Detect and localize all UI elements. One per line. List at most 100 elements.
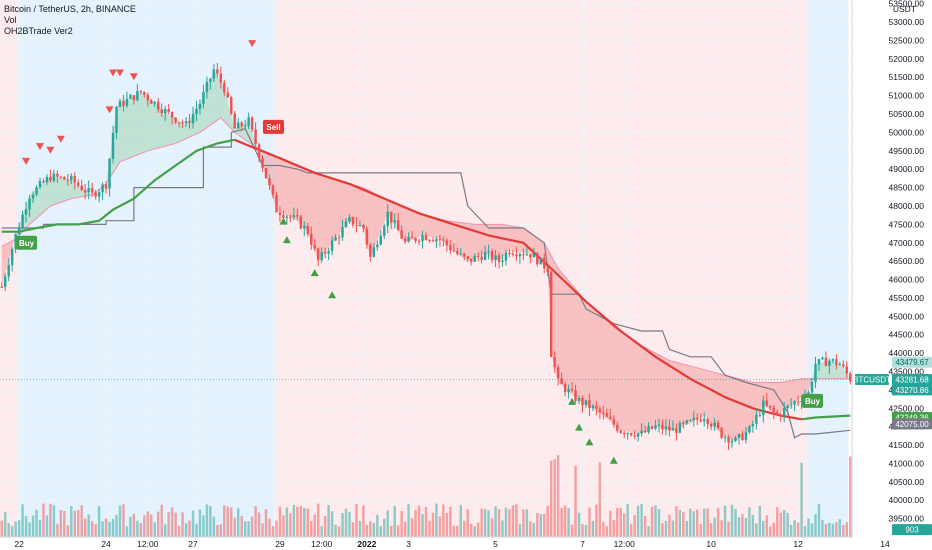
cloud-segment: [669, 360, 673, 431]
chart-legend: Bitcoin / TetherUS, 2h, BINANCE Vol OH2B…: [4, 4, 136, 37]
cloud-segment: [335, 180, 340, 239]
cloud-segment: [808, 378, 813, 394]
volume-bar: [800, 462, 803, 537]
volume-bar: [181, 512, 184, 537]
cloud-segment: [718, 373, 722, 435]
candle-body: [511, 254, 515, 256]
cloud-segment: [818, 362, 823, 379]
cloud-segment: [429, 216, 433, 238]
volume-bar: [369, 521, 372, 537]
legend-indicator[interactable]: OH2BTrade Ver2: [4, 26, 73, 36]
cloud-segment: [832, 361, 837, 379]
cloud-segment: [714, 372, 719, 431]
cloud-segment: [297, 165, 301, 225]
volume-bar: [567, 508, 570, 537]
volume-bar: [786, 512, 789, 537]
candle-body: [396, 220, 400, 231]
cloud-segment: [624, 334, 628, 432]
cloud-segment: [57, 177, 61, 204]
legend-volume[interactable]: Vol: [4, 15, 17, 25]
price-tag-text: 43270.86: [895, 386, 929, 395]
volume-bar: [414, 509, 417, 537]
cloud-segment: [415, 211, 420, 239]
candle-body: [344, 221, 348, 228]
candle-body: [7, 265, 10, 277]
candle-body: [330, 240, 334, 251]
candle-body: [313, 244, 316, 249]
cloud-segment: [370, 191, 374, 258]
candle-body: [431, 240, 435, 242]
cloud-segment: [523, 228, 527, 254]
zone-buy: [806, 0, 849, 537]
cloud-segment: [509, 225, 513, 251]
candle-body: [532, 253, 536, 258]
candle-body: [341, 227, 344, 238]
candle-body: [351, 216, 355, 225]
candle-body: [734, 437, 737, 441]
volume-bar: [150, 514, 153, 537]
slow-ma-green: [1, 138, 235, 233]
candle-body: [737, 434, 741, 438]
volume-bar: [796, 522, 800, 537]
volume-bar: [77, 509, 80, 537]
price-tag: 43270.86: [892, 384, 932, 396]
sell-triangle: [109, 69, 118, 77]
candle-body: [796, 401, 800, 403]
volume-bar: [118, 505, 122, 537]
candle-body: [588, 400, 591, 409]
cloud-segment: [676, 362, 680, 429]
y-tick-label: 53000.00: [889, 17, 925, 27]
cloud-segment: [728, 376, 733, 440]
candle-body: [817, 359, 821, 365]
candle-body: [261, 158, 264, 168]
candle-body: [730, 440, 734, 443]
cloud-segment: [373, 193, 378, 249]
legend-symbol[interactable]: Bitcoin / TetherUS, 2h, BINANCE: [4, 4, 136, 14]
y-tick-label: 42500.00: [889, 403, 925, 413]
candle-body: [362, 225, 365, 229]
candle-body: [271, 185, 275, 195]
y-tick-label: 47000.00: [889, 238, 925, 248]
volume-bar: [52, 505, 56, 537]
volume-bar: [612, 520, 616, 537]
buy-triangle: [609, 456, 618, 464]
volume-bar: [139, 523, 143, 537]
volume-bar: [327, 505, 330, 537]
volume-bar: [574, 465, 577, 537]
volume-bar: [351, 522, 355, 537]
volume-bar: [737, 517, 741, 537]
cloud-segment: [377, 194, 381, 240]
volume-bar: [21, 504, 24, 537]
cloud-segment: [554, 262, 559, 383]
cloud-segment: [843, 369, 847, 379]
candle-body: [38, 181, 42, 188]
candle-body: [473, 256, 476, 262]
candle-body: [90, 188, 94, 193]
volume-bar: [264, 509, 268, 537]
volume-bar: [250, 516, 254, 537]
volume-bar: [296, 506, 299, 537]
cloud-segment: [652, 351, 656, 429]
candle-body: [233, 113, 236, 129]
x-tick-label: 3: [406, 539, 411, 549]
candle-body: [636, 433, 640, 437]
volume-bar: [765, 515, 769, 537]
cloud-segment: [436, 217, 440, 240]
sell-triangle: [248, 40, 257, 48]
cloud-segment: [290, 162, 294, 219]
cloud-segment: [791, 380, 795, 405]
volume-bar: [553, 459, 556, 537]
cloud-segment: [499, 224, 503, 262]
candle-body: [678, 422, 682, 433]
candle-body: [63, 176, 66, 180]
volume-bar: [511, 505, 515, 537]
candle-body: [828, 360, 831, 367]
cloud-segment: [224, 88, 228, 126]
cloud-segment: [634, 341, 639, 434]
volume-bar: [108, 521, 111, 537]
volume-bar: [727, 521, 730, 537]
cloud-segment: [408, 209, 413, 242]
volume-bar: [348, 511, 351, 537]
candle-body: [285, 216, 289, 218]
